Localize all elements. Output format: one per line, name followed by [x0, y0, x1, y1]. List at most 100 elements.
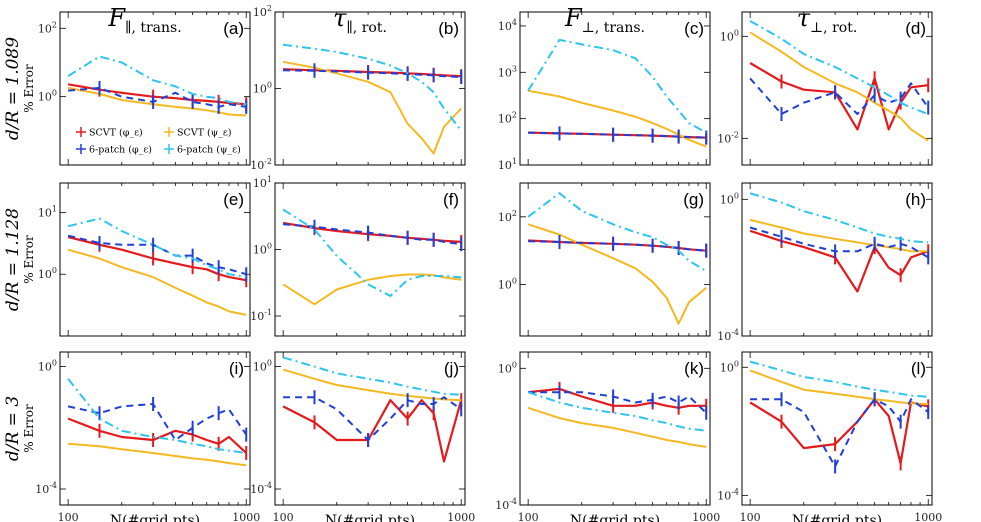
- series-line-4: [67, 378, 247, 454]
- series-line-3: [283, 223, 462, 246]
- series-line-4: [527, 192, 707, 272]
- series-line-2: [67, 86, 247, 117]
- series-line-2: [527, 406, 707, 448]
- y-tick-label: 100: [38, 266, 57, 281]
- legend-label: SCVT (ψ_ε): [177, 128, 232, 139]
- panel-b: 10-2 100 102 (b): [250, 4, 466, 172]
- panel-label: (i): [229, 359, 244, 378]
- column-title: F⊥, trans.: [564, 4, 645, 36]
- series-line-4: [282, 356, 462, 396]
- x-tick-label: 100: [273, 511, 294, 522]
- legend-label: SCVT (φ_ε): [89, 128, 143, 139]
- row-label: d/R = 3: [3, 396, 23, 461]
- panel-label: (k): [684, 359, 704, 378]
- column-title: τ⊥, rot.: [797, 4, 858, 36]
- y-tick-label: 103: [498, 64, 517, 79]
- panel-label: (f): [443, 190, 459, 209]
- series-line-3: [283, 69, 462, 78]
- series-line-3: [283, 396, 462, 441]
- panel-label: (l): [911, 359, 926, 378]
- x-tick-label: 100: [518, 511, 539, 522]
- series-line-4: [282, 208, 462, 297]
- panel-label: (g): [683, 190, 704, 209]
- series-line-2: [749, 31, 929, 142]
- x-axis-label: N(#grid pts): [570, 513, 660, 522]
- panel-f: 10-1 100 101 (f): [250, 175, 466, 337]
- panel-a: 100 102 (a): [38, 11, 251, 166]
- y-tick-label: 101: [38, 204, 57, 219]
- y-tick-label: 10-2: [250, 157, 272, 172]
- y-tick-label: 100: [498, 276, 517, 291]
- panel-label: (j): [444, 359, 459, 378]
- series-line-4: [67, 55, 247, 106]
- series-line-3: [68, 86, 247, 108]
- y-tick-label: 10-4: [495, 497, 517, 512]
- axes-box: [519, 182, 711, 337]
- axes-box: [741, 351, 933, 506]
- y-tick-label: 10-4: [717, 487, 739, 502]
- axes-box: [274, 182, 466, 337]
- x-tick-label: 100: [58, 511, 79, 522]
- series-line-2: [749, 369, 929, 406]
- y-tick-label: 102: [38, 20, 57, 35]
- series-line-2: [282, 368, 462, 402]
- series-line-1: [67, 417, 247, 454]
- series-line-2: [67, 248, 247, 316]
- y-tick-label: 100: [498, 360, 517, 375]
- y-tick-label: 100: [253, 241, 272, 256]
- panel-label: (h): [905, 190, 926, 209]
- series-line-3: [528, 391, 707, 414]
- y-tick-label: 104: [498, 18, 517, 33]
- panel-e: 100 101 (e): [38, 182, 251, 337]
- y-tick-label: 100: [720, 191, 739, 206]
- y-axis-label: % Error: [22, 404, 36, 453]
- series-line-2: [68, 442, 247, 467]
- series-line-4: [282, 43, 462, 132]
- x-tick-label: 100: [740, 511, 761, 522]
- y-tick-label: 10-1: [250, 308, 272, 323]
- legend: SCVT (φ_ε) SCVT (ψ_ε) 6-patch (φ_ε) 6-patch…: [76, 127, 241, 156]
- series-line-1: [67, 235, 247, 282]
- y-axis-label: % Error: [22, 235, 36, 284]
- row-label: d/R = 1.089: [3, 37, 23, 140]
- y-axis-label: % Error: [22, 64, 36, 113]
- panel-h: 10-4 100 (h): [717, 182, 933, 343]
- y-tick-label: 100: [253, 81, 272, 96]
- x-axis-label: N(#grid pts): [792, 513, 882, 522]
- panel-i: 10-4 100 (i) 100 1000 N(#grid pts): [35, 351, 260, 522]
- x-tick-label: 1000: [914, 511, 942, 522]
- y-tick-label: 10-4: [717, 328, 739, 343]
- y-tick-label: 100: [720, 359, 739, 374]
- panel-label: (e): [223, 190, 244, 209]
- series-line-3: [749, 77, 930, 115]
- series-line-3: [528, 131, 707, 139]
- panel-c: 101 102 103 104 (c): [498, 11, 711, 172]
- panel-label: (c): [684, 19, 704, 38]
- series-line-3: [67, 234, 247, 276]
- row-label: d/R = 1.128: [3, 208, 23, 311]
- panel-label: (b): [438, 19, 459, 38]
- series-line-4: [527, 38, 707, 134]
- x-tick-label: 1000: [692, 511, 720, 522]
- legend-label: 6-patch (ψ_ε): [177, 145, 241, 156]
- panel-j: 10-4 100 (j) 100 1000 N(#grid pts): [250, 351, 475, 522]
- y-tick-label: 101: [498, 157, 517, 172]
- y-tick-label: 100: [38, 89, 57, 104]
- series-line-4: [527, 391, 707, 432]
- x-tick-label: 1000: [232, 511, 260, 522]
- panel-label: (d): [905, 19, 926, 38]
- y-tick-label: 100: [253, 359, 272, 374]
- series-line-4: [749, 192, 929, 244]
- series-line-4: [749, 360, 929, 398]
- axes-box: [59, 351, 251, 506]
- y-tick-label: 10-4: [250, 481, 272, 496]
- series-line-1: [67, 83, 247, 106]
- series-line-3: [750, 398, 929, 468]
- series-line-3: [67, 403, 248, 441]
- panel-g: 100 102 (g): [498, 182, 711, 337]
- y-tick-label: 102: [253, 4, 272, 19]
- axes-box: [741, 11, 933, 166]
